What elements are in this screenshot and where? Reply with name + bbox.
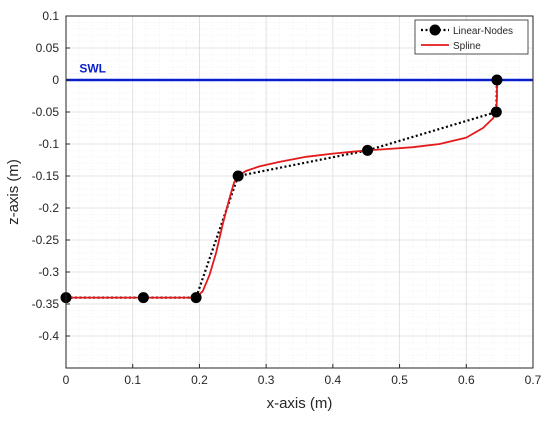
minor-grid xyxy=(65,15,534,369)
x-tick-label: 0.3 xyxy=(258,373,275,387)
linear-node-marker xyxy=(491,74,503,86)
legend: Linear-Nodes Spline xyxy=(414,19,529,55)
x-axis-label: x-axis (m) xyxy=(267,395,333,412)
y-tick-label: -0.15 xyxy=(32,169,60,183)
annotations: SWL xyxy=(79,62,106,76)
linear-node-marker xyxy=(232,170,244,182)
x-tick-label: 0.6 xyxy=(458,373,475,387)
x-tick-label: 0.1 xyxy=(124,373,141,387)
x-tick-label: 0.7 xyxy=(525,373,542,387)
legend-linear-label: Linear-Nodes xyxy=(453,26,513,37)
y-tick-label: -0.1 xyxy=(38,137,59,151)
y-tick-label: 0 xyxy=(52,73,59,87)
y-tick-label: -0.4 xyxy=(38,329,59,343)
y-tick-label: 0.05 xyxy=(36,41,60,55)
series-layer xyxy=(60,74,503,304)
x-tick-label: 0 xyxy=(63,373,70,387)
x-axis-ticks: 0 0.1 0.2 0.3 0.4 0.5 0.6 0.7 xyxy=(63,364,542,387)
y-tick-label: 0.1 xyxy=(42,9,59,23)
swl-label: SWL xyxy=(79,62,106,76)
x-tick-label: 0.2 xyxy=(191,373,208,387)
plot-frame xyxy=(65,15,534,369)
y-tick-label: -0.2 xyxy=(38,201,59,215)
major-grid xyxy=(65,15,534,368)
linear-node-marker xyxy=(190,292,202,304)
linear-node-marker xyxy=(362,144,374,156)
legend-spline-label: Spline xyxy=(453,41,481,52)
y-tick-label: -0.3 xyxy=(38,265,59,279)
y-axis-label: z-axis (m) xyxy=(5,159,22,225)
y-tick-label: -0.35 xyxy=(32,297,60,311)
x-tick-label: 0.4 xyxy=(325,373,342,387)
y-axis-ticks: 0.1 0.05 0 -0.05 -0.1 -0.15 -0.2 -0.25 -0.3 -0.35… xyxy=(32,9,70,343)
linear-node-marker xyxy=(490,106,502,118)
linear-node-marker xyxy=(137,292,149,304)
x-tick-label: 0.5 xyxy=(391,373,408,387)
spline-line xyxy=(66,80,498,299)
y-tick-label: -0.25 xyxy=(32,233,60,247)
y-tick-label: -0.05 xyxy=(32,105,60,119)
legend-linear-marker xyxy=(429,24,441,36)
